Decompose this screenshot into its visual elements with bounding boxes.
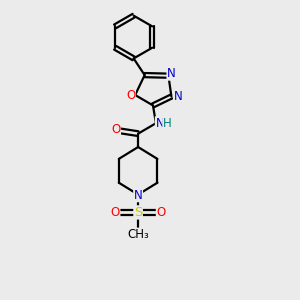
Text: N: N [167, 67, 176, 80]
Text: S: S [134, 206, 142, 219]
Text: O: O [126, 88, 135, 101]
Text: O: O [156, 206, 166, 219]
Text: N: N [155, 117, 164, 130]
Text: N: N [134, 189, 142, 202]
Text: CH₃: CH₃ [127, 228, 149, 241]
Text: N: N [174, 90, 182, 103]
Text: O: O [111, 206, 120, 219]
Text: H: H [163, 117, 172, 130]
Text: O: O [111, 123, 120, 136]
